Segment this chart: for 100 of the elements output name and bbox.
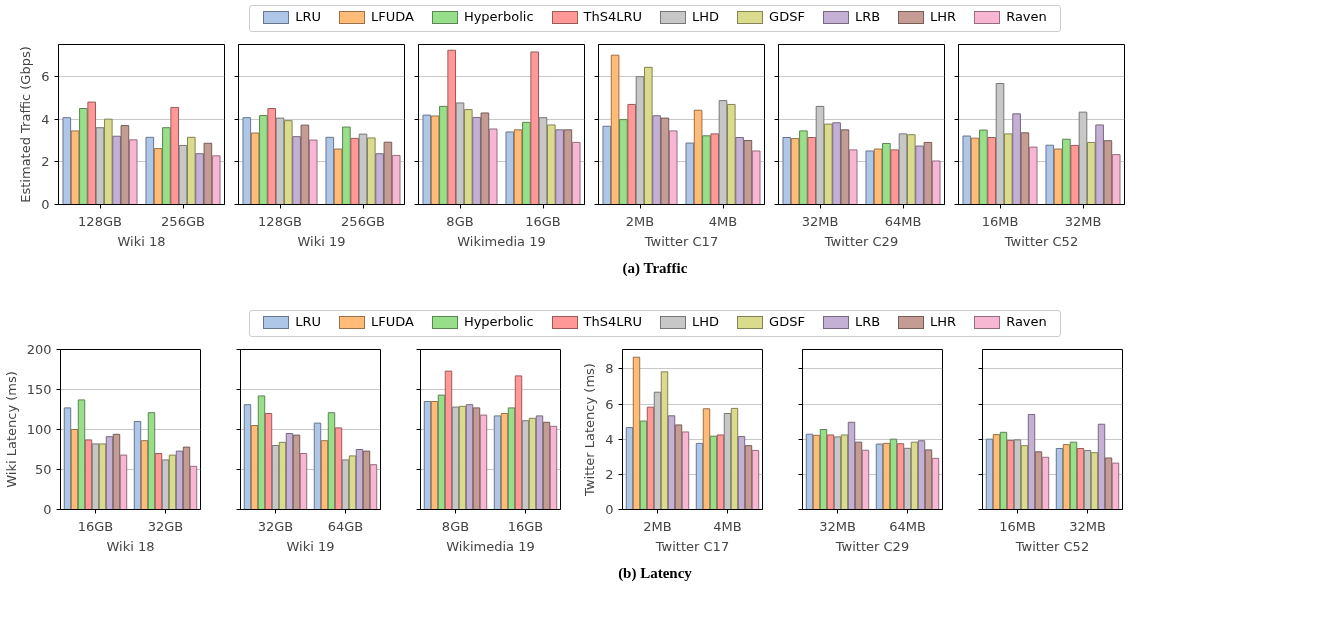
bar: [242, 117, 252, 205]
bar: [695, 442, 704, 510]
bar: [751, 150, 761, 205]
bar: [723, 413, 732, 510]
bar: [299, 453, 308, 510]
bar: [350, 137, 360, 205]
bar: [292, 434, 301, 510]
bar: [455, 102, 465, 205]
x-tick-label: 32MB: [1069, 518, 1106, 534]
bar: [646, 406, 655, 510]
bar: [112, 135, 121, 205]
bar: [735, 137, 744, 205]
bar: [528, 417, 537, 510]
x-axis-title: Wiki 18: [106, 538, 155, 554]
x-tick-label: 64MB: [889, 518, 926, 534]
bar: [87, 101, 97, 205]
bar: [1103, 140, 1113, 205]
bar: [437, 394, 446, 510]
bar: [195, 153, 204, 205]
bar: [667, 415, 676, 510]
bar: [1055, 447, 1064, 510]
x-tick-label: 4MB: [713, 518, 742, 534]
bar: [1020, 445, 1029, 510]
bar: [422, 114, 432, 205]
bar: [154, 453, 163, 510]
bar: [105, 436, 114, 510]
bar: [660, 117, 670, 205]
bar: [668, 130, 678, 205]
bar: [375, 153, 384, 205]
bar: [632, 356, 641, 510]
bar: [1097, 423, 1106, 510]
bar: [98, 443, 107, 510]
bar: [1045, 144, 1055, 205]
bar: [890, 149, 900, 205]
bar: [488, 128, 498, 205]
x-axis-title: Twitter C52: [1014, 538, 1090, 554]
y-axis-title: Twitter Latency (ms): [582, 363, 598, 497]
bar: [447, 49, 457, 205]
bar: [112, 433, 121, 510]
bar: [896, 443, 905, 510]
bar: [458, 405, 467, 510]
bar: [472, 407, 481, 510]
bar: [243, 404, 252, 510]
bar: [685, 142, 695, 205]
bar: [812, 434, 821, 510]
bar: [147, 412, 156, 510]
bar: [170, 106, 180, 205]
x-tick-label: 32MB: [1064, 213, 1102, 229]
bar: [702, 408, 711, 510]
bar: [1070, 144, 1080, 205]
y-tick-label: 200: [26, 342, 52, 357]
bar: [931, 457, 940, 510]
bar: [341, 459, 350, 510]
bar: [833, 436, 842, 510]
bar: [133, 421, 142, 510]
bar: [847, 421, 856, 510]
bar: [693, 109, 703, 205]
bar: [465, 404, 474, 510]
bar: [854, 441, 863, 510]
bar: [903, 447, 912, 510]
bar: [889, 438, 898, 510]
bar: [292, 136, 301, 205]
bar: [250, 132, 260, 205]
bar: [327, 412, 336, 510]
bar: [535, 415, 544, 510]
bar: [369, 464, 378, 510]
bar: [1083, 450, 1092, 510]
bar: [439, 105, 448, 205]
x-tick-label: 128GB: [258, 213, 302, 229]
bar: [987, 137, 997, 205]
bar: [819, 429, 828, 510]
bar: [153, 148, 163, 205]
y-tick-label: 6: [605, 396, 614, 412]
x-tick-label: 8GB: [441, 518, 470, 534]
bar: [970, 137, 980, 205]
x-axis-title: Twitter C29: [823, 233, 899, 249]
bar: [979, 129, 988, 205]
x-tick-label: 4MB: [708, 213, 738, 229]
y-tick-label: 150: [26, 382, 52, 397]
bar: [555, 129, 564, 205]
bar: [1111, 154, 1121, 205]
bar: [120, 125, 130, 205]
bar: [320, 440, 329, 510]
bar: [840, 434, 849, 510]
legend-label: GDSF: [768, 8, 805, 26]
bar: [522, 121, 531, 205]
bar: [571, 141, 581, 205]
bar: [790, 138, 800, 205]
bar: [333, 148, 343, 205]
bar: [63, 407, 72, 510]
x-tick-label: 64GB: [327, 518, 364, 534]
legend-label: LFUDA: [369, 8, 414, 26]
bar: [334, 427, 343, 510]
legend-label: LRB: [853, 8, 881, 26]
bar: [832, 122, 841, 205]
legend-label: LFUDA: [369, 313, 414, 331]
bar: [362, 450, 371, 510]
bar: [744, 445, 753, 510]
bar: [563, 129, 573, 205]
bar: [168, 454, 177, 510]
